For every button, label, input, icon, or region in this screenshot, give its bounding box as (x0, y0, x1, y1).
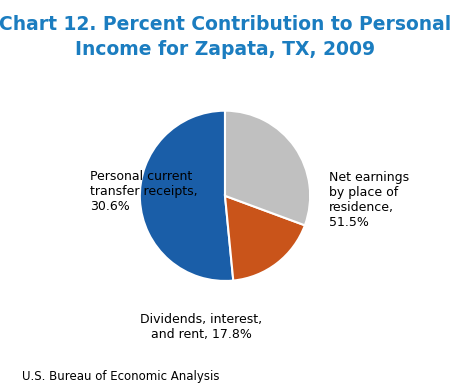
Wedge shape (225, 196, 305, 281)
Wedge shape (140, 111, 233, 281)
Text: U.S. Bureau of Economic Analysis: U.S. Bureau of Economic Analysis (22, 370, 220, 383)
Text: Chart 12. Percent Contribution to Personal
Income for Zapata, TX, 2009: Chart 12. Percent Contribution to Person… (0, 15, 450, 60)
Wedge shape (225, 111, 310, 225)
Text: Net earnings
by place of
residence,
51.5%: Net earnings by place of residence, 51.5… (329, 171, 409, 229)
Text: Personal current
transfer receipts,
30.6%: Personal current transfer receipts, 30.6… (90, 170, 198, 213)
Text: Dividends, interest,
and rent, 17.8%: Dividends, interest, and rent, 17.8% (140, 313, 262, 341)
